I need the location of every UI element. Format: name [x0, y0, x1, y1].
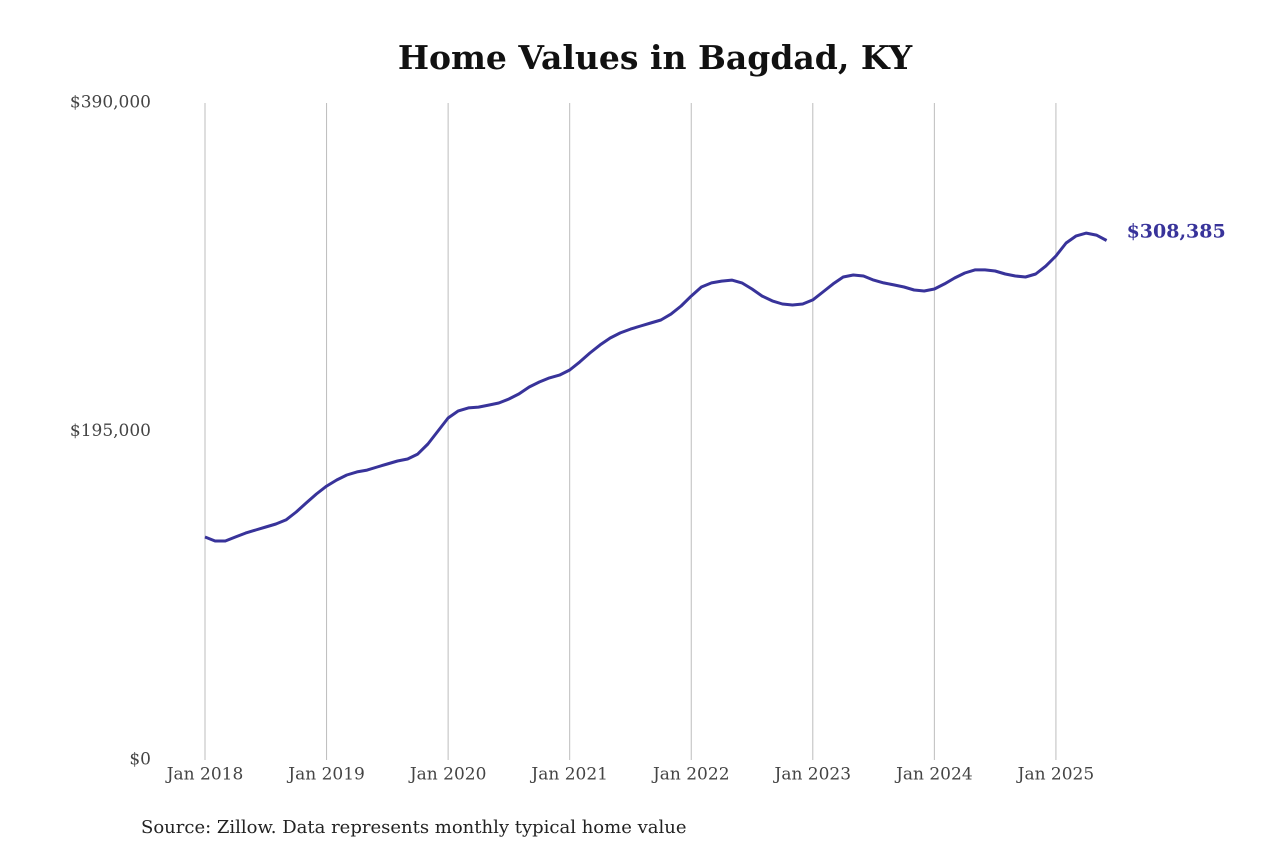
value-label: $308,385 — [1127, 220, 1226, 242]
source-note: Source: Zillow. Data represents monthly … — [141, 817, 687, 838]
x-tick-label: Jan 2019 — [286, 765, 365, 785]
x-tick-label: Jan 2022 — [651, 765, 730, 785]
y-tick-label: $0 — [129, 750, 151, 770]
x-tick-label: Jan 2018 — [165, 765, 244, 785]
x-tick-label: Jan 2021 — [529, 765, 608, 785]
x-tick-label: Jan 2023 — [773, 765, 852, 785]
line-series — [204, 231, 1108, 543]
chart-title: Home Values in Bagdad, KY — [398, 38, 913, 77]
x-tick-label: Jan 2025 — [1016, 765, 1095, 785]
y-tick-label: $390,000 — [70, 93, 151, 113]
x-tick-label: Jan 2020 — [408, 765, 487, 785]
x-tick-label: Jan 2024 — [894, 765, 973, 785]
y-tick-label: $195,000 — [70, 421, 151, 441]
